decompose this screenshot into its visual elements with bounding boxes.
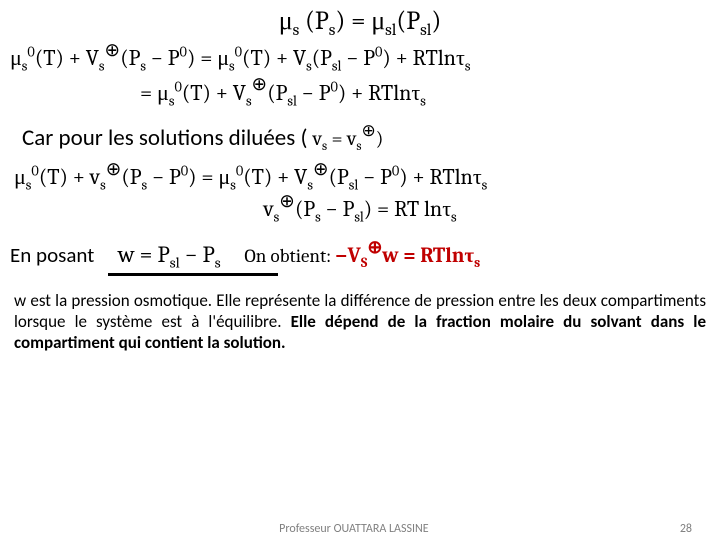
substitution-line: En posant w = Psl − Ps On obtient: −VS⊕w… <box>0 241 720 268</box>
equation-5: μs0(T) + vs⊕(Ps − P0) = μs0(T) + Vs⊕(Psl… <box>0 164 720 190</box>
equation-2: μs0(T) + Vs⊕(Ps − P0) = μs0(T) + Vs(Psl … <box>0 45 720 71</box>
posant-label: En posant <box>10 242 94 268</box>
footer-author: Professeur OUATTARA LASSINE <box>279 522 428 536</box>
obtient-label: On obtient: <box>244 245 335 267</box>
slide-footer: Professeur OUATTARA LASSINE 28 <box>0 522 720 536</box>
equation-1: μs (Ps) = μsl(Psl) <box>0 6 720 37</box>
page-number: 28 <box>680 522 692 536</box>
obtient-equation: −VS⊕w = RTlnτs <box>335 244 480 268</box>
equation-6: vs⊕(Ps − Psl) = RT lnτs <box>0 196 720 222</box>
dilute-solutions-line: Car pour les solutions diluées ( vs = vs… <box>0 124 720 152</box>
dilute-math: vs = vs⊕) <box>313 127 384 150</box>
posant-equation: w = Psl − Ps <box>118 241 221 268</box>
underline-decoration <box>108 273 278 276</box>
dilute-text: Car pour les solutions diluées ( <box>22 124 313 152</box>
equation-3: = μs0(T) + Vs⊕(Psl − P0) + RTlnτs <box>0 80 720 106</box>
explanation-paragraph: w est la pression osmotique. Elle représ… <box>0 290 720 354</box>
